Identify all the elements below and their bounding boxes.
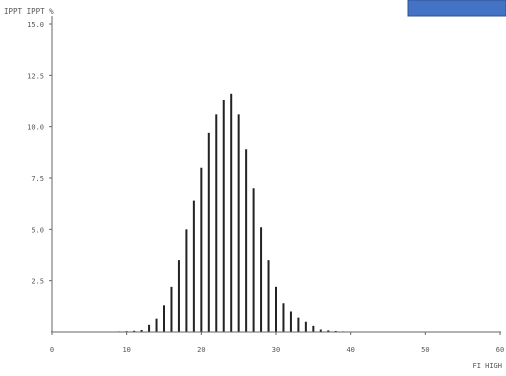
bar: [155, 318, 158, 332]
bar: [297, 317, 300, 332]
bar: [215, 114, 218, 332]
bar: [304, 321, 307, 332]
bar: [245, 149, 248, 332]
bar: [230, 93, 233, 333]
bar: [319, 329, 322, 332]
x-tick-label: 20: [197, 346, 205, 354]
bar: [237, 114, 240, 332]
x-tick-label: 30: [272, 346, 280, 354]
bar: [267, 260, 270, 332]
y-tick-label: 12.5: [27, 72, 44, 80]
bar: [260, 227, 263, 332]
x-tick-label: 0: [50, 346, 54, 354]
x-tick-label: 60: [496, 346, 504, 354]
x-tick-label: 50: [421, 346, 429, 354]
x-tick-labels: 0 10 20 30 40 50 60: [50, 332, 504, 354]
bar: [192, 200, 195, 332]
bar: [200, 167, 203, 332]
bar: [140, 329, 143, 332]
bar: [312, 325, 315, 332]
y-tick-label: 5.0: [31, 226, 44, 234]
bar: [275, 286, 277, 332]
legend-swatch: [407, 0, 506, 17]
x-axis-note: FI HIGH: [472, 362, 502, 370]
bar: [282, 303, 285, 332]
bar: [252, 188, 255, 332]
bar: [148, 324, 151, 332]
x-tick-label: 10: [122, 346, 130, 354]
y-tick-label: 2.5: [31, 278, 44, 286]
y-tick-labels: 2.5 5.0 7.5 10.0 12.5 15.0: [27, 21, 52, 286]
bar: [222, 99, 225, 333]
y-tick-label: 7.5: [31, 175, 44, 183]
bar: [207, 132, 210, 332]
x-tick-label: 40: [346, 346, 354, 354]
bar: [163, 305, 165, 332]
bar: [289, 311, 292, 332]
bar: [177, 260, 180, 332]
bar: [185, 229, 188, 332]
y-tick-label: 10.0: [27, 124, 44, 132]
y-tick-label: 15.0: [27, 21, 44, 29]
bar: [327, 330, 330, 332]
y-axis-label: IPPT IPPT %: [4, 7, 54, 16]
bars: [51, 93, 501, 333]
bar: [133, 330, 136, 332]
bar: [170, 286, 173, 332]
bar: [334, 330, 337, 332]
